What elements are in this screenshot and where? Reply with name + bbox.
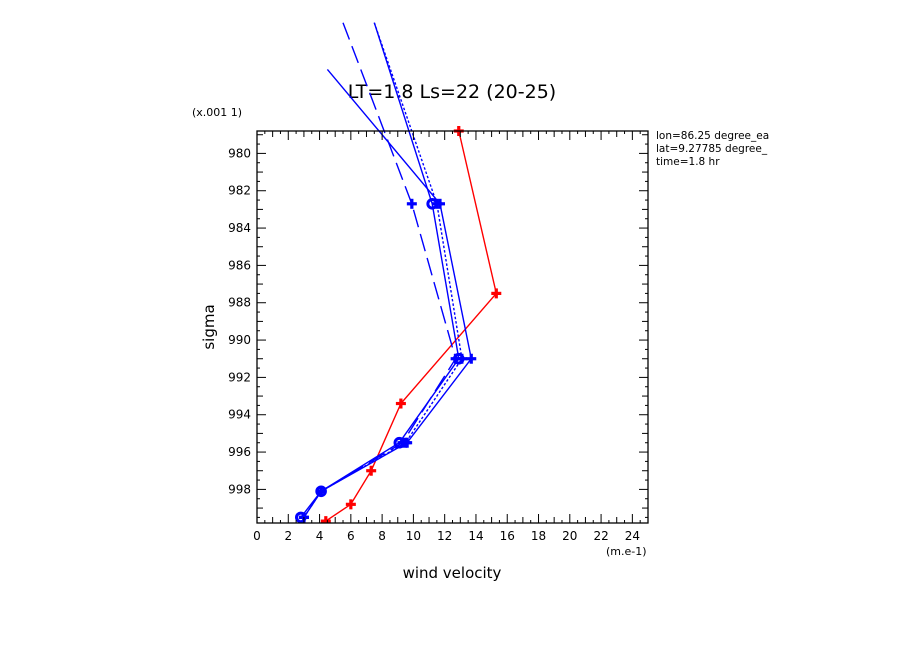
cross-marker: [450, 353, 461, 364]
cross-marker: [406, 198, 417, 209]
cross-marker: [316, 486, 327, 497]
cross-marker: [320, 516, 331, 523]
y-tick-label: 980: [228, 146, 251, 160]
x-tick-label: 6: [347, 529, 355, 543]
y-tick-label: 998: [228, 482, 251, 496]
y-tick-label: 986: [228, 258, 251, 272]
x-tick-label: 4: [316, 529, 324, 543]
info-lon: lon=86.25 degree_ea: [656, 130, 769, 142]
y-tick-label: 982: [228, 184, 251, 198]
x-tick-label: 22: [593, 529, 608, 543]
y-tick-label: 988: [228, 296, 251, 310]
info-lat: lat=9.27785 degree_: [656, 143, 768, 155]
y-scale-note: (x.001 1): [192, 106, 242, 119]
x-tick-label: 18: [531, 529, 546, 543]
cross-marker: [345, 499, 356, 510]
y-tick-label: 992: [228, 370, 251, 384]
info-time: time=1.8 hr: [656, 156, 720, 168]
axes-layer: 0 2 4 6 8 10 12 14 16 18 20 22 249809829849869889909…: [228, 130, 649, 543]
y-tick-label: 996: [228, 445, 251, 459]
x-tick-label: 2: [284, 529, 292, 543]
x-axis-label: wind velocity: [403, 564, 502, 582]
chart-title: LT=1.8 Ls=22 (20-25): [348, 81, 556, 103]
y-axis-label: sigma: [200, 304, 218, 349]
x-tick-label: 10: [406, 529, 421, 543]
cross-marker: [491, 288, 502, 299]
series-layer: [294, 22, 502, 523]
cross-marker: [466, 353, 477, 364]
x-unit-label: (m.e-1): [606, 545, 647, 558]
series-line-3: [303, 22, 463, 518]
x-tick-label: 8: [378, 529, 386, 543]
x-tick-label: 20: [562, 529, 577, 543]
x-tick-label: 14: [468, 529, 483, 543]
y-tick-label: 990: [228, 333, 251, 347]
cross-marker: [395, 398, 406, 409]
x-tick-label: 0: [253, 529, 261, 543]
y-tick-label: 994: [228, 408, 251, 422]
x-tick-label: 24: [625, 529, 640, 543]
cross-marker: [431, 198, 442, 209]
x-tick-label: 16: [500, 529, 515, 543]
x-tick-label: 12: [437, 529, 452, 543]
plot-frame: [256, 130, 649, 524]
series-line-4: [303, 22, 457, 518]
series-line-0: [325, 130, 498, 522]
cross-marker: [397, 437, 408, 448]
y-tick-label: 984: [228, 221, 251, 235]
cross-marker: [366, 465, 377, 476]
